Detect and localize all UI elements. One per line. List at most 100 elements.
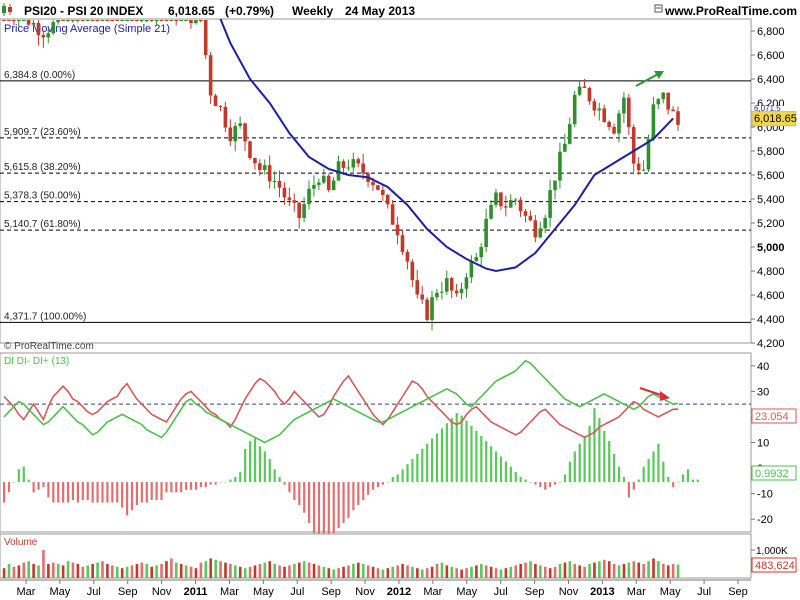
candle-body bbox=[341, 161, 346, 168]
candle-body bbox=[504, 206, 508, 208]
histogram-bar bbox=[578, 443, 581, 483]
candle-body bbox=[267, 165, 272, 182]
histogram-bar bbox=[155, 482, 158, 500]
histogram-bar bbox=[421, 448, 424, 483]
histogram-bar bbox=[539, 482, 542, 488]
histogram-bar bbox=[332, 482, 335, 534]
price-tick-label: 5,800 bbox=[757, 146, 785, 158]
volume-bar bbox=[460, 569, 463, 578]
candle-body bbox=[144, 20, 149, 21]
histogram-bar bbox=[677, 482, 680, 483]
histogram-bar bbox=[696, 479, 699, 483]
histogram-bar bbox=[111, 482, 114, 503]
histogram-bar bbox=[185, 482, 188, 490]
volume-bar bbox=[361, 564, 365, 578]
di-histogram bbox=[3, 407, 699, 539]
histogram-bar bbox=[642, 466, 645, 483]
candle-body bbox=[312, 184, 316, 189]
candle-body bbox=[425, 299, 429, 320]
volume-bar bbox=[27, 561, 30, 578]
histogram-bar bbox=[632, 482, 635, 490]
volume-bar bbox=[297, 562, 301, 578]
histogram-bar bbox=[460, 415, 463, 483]
candle-body bbox=[135, 20, 139, 21]
volume-bar bbox=[553, 566, 557, 578]
website-label[interactable]: www.ProRealTime.com bbox=[664, 4, 797, 18]
di-tick-label: 10 bbox=[757, 438, 769, 450]
x-tick-label: Mar bbox=[627, 586, 646, 598]
window-buttons-icon[interactable] bbox=[654, 4, 663, 13]
candle-body bbox=[410, 261, 415, 281]
candle-body bbox=[85, 20, 90, 21]
histogram-bar bbox=[219, 482, 222, 483]
candle-body bbox=[16, 20, 21, 21]
volume-bar bbox=[204, 561, 208, 578]
candle-body bbox=[41, 34, 46, 38]
histogram-bar bbox=[598, 418, 601, 483]
candle-body bbox=[7, 20, 11, 21]
histogram-bar bbox=[253, 438, 257, 483]
histogram-bar bbox=[140, 482, 143, 503]
histogram-bar bbox=[509, 466, 512, 483]
volume-bar bbox=[632, 561, 636, 578]
volume-panel-frame bbox=[0, 533, 752, 579]
volume-value-box bbox=[751, 557, 797, 573]
histogram-bar bbox=[613, 453, 616, 483]
histogram-bar bbox=[391, 476, 394, 483]
x-tick-label: 2011 bbox=[184, 586, 208, 598]
histogram-bar bbox=[554, 482, 557, 485]
volume-bar bbox=[489, 566, 493, 578]
x-tick-label: May bbox=[50, 586, 71, 598]
volume-bar bbox=[366, 565, 370, 578]
histogram-bar bbox=[322, 482, 325, 539]
candle-body bbox=[641, 169, 646, 171]
volume-bar bbox=[401, 564, 404, 578]
volume-bar bbox=[617, 565, 621, 578]
candle-body bbox=[444, 278, 449, 292]
volume-bar bbox=[598, 561, 601, 578]
candle-body bbox=[676, 111, 680, 125]
volume-bar bbox=[111, 565, 114, 578]
x-tick-label: Sep bbox=[321, 586, 341, 598]
candle-body bbox=[115, 20, 119, 21]
candle-body bbox=[361, 163, 365, 174]
candle-body bbox=[390, 204, 395, 225]
histogram-bar bbox=[568, 461, 571, 483]
price-tick-label: 4,800 bbox=[757, 266, 785, 278]
histogram-bar bbox=[470, 425, 473, 483]
volume-bar bbox=[145, 564, 149, 578]
volume-bar bbox=[170, 558, 173, 578]
volume-bar bbox=[106, 564, 109, 578]
candle-body bbox=[548, 190, 552, 218]
price-tick-label: 5,200 bbox=[757, 218, 785, 230]
volume-bar bbox=[317, 565, 321, 578]
volume-bar bbox=[425, 568, 429, 578]
candle-body bbox=[218, 106, 223, 108]
volume-bar bbox=[51, 562, 55, 578]
candle-body bbox=[302, 204, 306, 219]
volume-bar bbox=[253, 565, 257, 578]
histogram-bar bbox=[617, 466, 621, 483]
histogram-bar bbox=[549, 482, 552, 488]
histogram-bar bbox=[234, 476, 237, 483]
volume-bar bbox=[243, 568, 247, 578]
histogram-bar bbox=[278, 476, 281, 483]
volume-bar bbox=[671, 564, 675, 578]
price-panel-title: Price Moving Average (Simple 21) bbox=[4, 23, 170, 35]
x-tick-label: Sep bbox=[525, 586, 545, 598]
di-minus-value: 23.054 bbox=[755, 411, 789, 423]
volume-bar bbox=[238, 566, 242, 578]
histogram-bar bbox=[76, 482, 79, 503]
candle-body bbox=[612, 126, 616, 134]
histogram-bar bbox=[499, 456, 503, 483]
volume-bar bbox=[7, 564, 11, 578]
volume-bar bbox=[396, 565, 399, 578]
volume-bar bbox=[229, 564, 232, 578]
candle-body bbox=[248, 141, 252, 159]
volume-bar bbox=[509, 566, 513, 578]
histogram-bar bbox=[32, 482, 35, 493]
candle-body bbox=[292, 200, 297, 203]
fibonacci-label: 5,615.8 (38.20%) bbox=[4, 162, 81, 173]
volume-bar bbox=[312, 564, 316, 578]
histogram-bar bbox=[534, 482, 537, 485]
